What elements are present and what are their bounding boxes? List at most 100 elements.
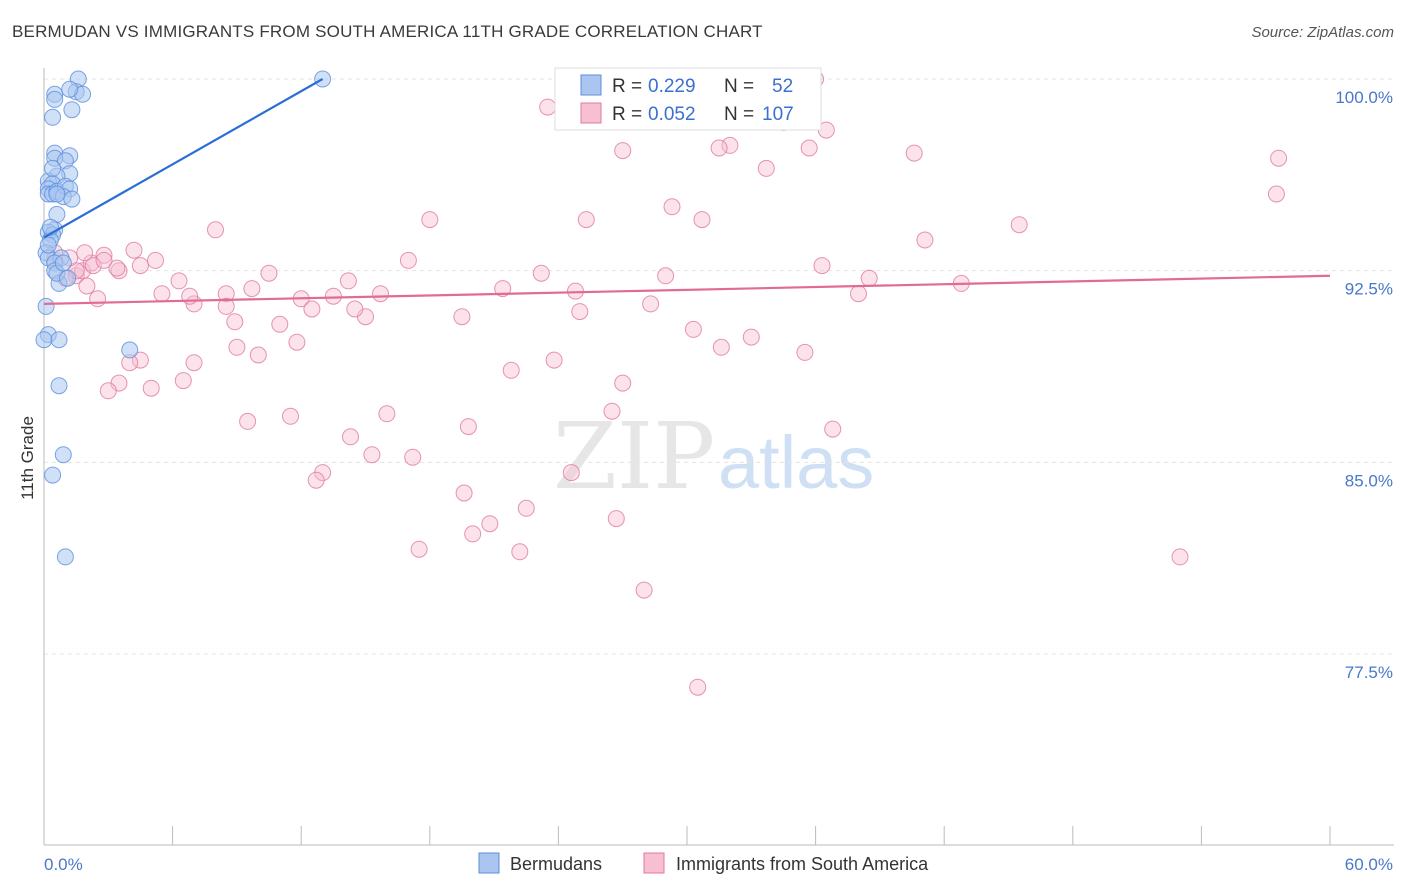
immigrants-point-89 (239, 412, 257, 430)
series-immigrants-points (46, 70, 1288, 696)
immigrants-point-11 (905, 144, 923, 162)
stats-n-label-bermudans: N = (724, 76, 754, 97)
x-tick-max: 60.0% (1345, 855, 1393, 874)
immigrants-point-83 (95, 251, 113, 269)
legend-swatch-immigrants (643, 852, 665, 874)
stats-n-value-bermudans: 52 (772, 76, 793, 97)
immigrants-point-96 (464, 525, 482, 543)
bermudans-point-50 (44, 159, 62, 177)
immigrants-point-69 (142, 379, 160, 397)
immigrants-point-14 (1270, 149, 1288, 167)
stats-n-label-immigrants: N = (724, 104, 754, 125)
immigrants-point-100 (689, 678, 707, 696)
bermudans-point-23 (63, 190, 81, 208)
chart-title: BERMUDAN VS IMMIGRANTS FROM SOUTH AMERIC… (12, 22, 763, 41)
immigrants-point-101 (455, 484, 473, 502)
bermudans-point-41 (121, 341, 139, 359)
legend-swatch-bermudans (478, 852, 500, 874)
bermudans-trend-line (43, 78, 324, 239)
stats-r-label-bermudans: R = (612, 76, 642, 97)
immigrants-point-47 (850, 285, 867, 303)
immigrants-point-45 (742, 328, 760, 346)
stats-r-value-immigrants: 0.052 (648, 104, 696, 125)
immigrants-point-73 (99, 382, 117, 400)
stats-r-value-bermudans: 0.229 (648, 76, 696, 97)
immigrants-point-88 (226, 313, 244, 331)
y-tick-label-1: 92.5% (1345, 280, 1393, 299)
immigrants-point-15 (1267, 185, 1285, 203)
immigrants-point-62 (288, 333, 306, 351)
bermudans-point-39 (50, 331, 68, 349)
bermudans-point-24 (48, 185, 66, 203)
immigrants-point-13 (1171, 548, 1189, 566)
immigrants-point-86 (147, 251, 164, 269)
immigrants-point-37 (372, 285, 389, 303)
immigrants-point-64 (249, 346, 267, 364)
immigrants-point-9 (710, 139, 728, 157)
immigrants-point-65 (228, 338, 246, 356)
immigrants-point-4 (800, 139, 818, 157)
legend-label-immigrants: Immigrants from South America (676, 854, 929, 874)
immigrants-point-66 (217, 297, 235, 315)
immigrants-point-7 (614, 142, 632, 160)
y-tick-labels: 100.0% 92.5% 85.0% 77.5% (1335, 88, 1393, 682)
immigrants-point-56 (502, 361, 520, 379)
immigrants-point-26 (95, 246, 113, 264)
immigrants-point-16 (824, 420, 842, 438)
immigrants-point-39 (494, 280, 512, 298)
immigrants-point-18 (577, 211, 595, 229)
immigrants-point-97 (517, 499, 535, 517)
immigrants-point-61 (303, 300, 321, 318)
immigrants-point-63 (271, 315, 289, 333)
y-axis-label: 11th Grade (18, 416, 37, 500)
immigrants-point-42 (642, 295, 660, 313)
immigrants-point-67 (185, 354, 203, 372)
y-tick-label-2: 85.0% (1345, 471, 1393, 490)
immigrants-point-55 (545, 351, 563, 369)
immigrants-point-105 (481, 515, 499, 533)
legend: Bermudans Immigrants from South America (478, 852, 929, 874)
immigrants-point-2 (721, 136, 739, 154)
bermudans-point-5 (46, 90, 64, 108)
immigrants-point-75 (78, 277, 96, 295)
stats-swatch-immigrants (580, 102, 602, 124)
immigrants-point-68 (174, 372, 192, 390)
immigrants-point-106 (511, 543, 529, 561)
immigrants-point-102 (307, 471, 325, 489)
immigrants-point-21 (453, 308, 471, 326)
bermudans-point-4 (61, 80, 79, 98)
immigrants-point-25 (82, 254, 100, 272)
immigrants-point-54 (571, 303, 589, 321)
immigrants-point-91 (363, 446, 381, 464)
immigrants-point-28 (131, 257, 149, 275)
immigrants-point-20 (693, 211, 711, 229)
immigrants-point-50 (813, 257, 831, 275)
immigrants-point-60 (324, 287, 342, 305)
immigrants-point-44 (712, 338, 730, 356)
immigrants-point-32 (217, 285, 235, 303)
immigrants-point-82 (108, 259, 126, 277)
immigrants-point-81 (84, 257, 102, 275)
immigrants-point-8 (663, 198, 681, 216)
immigrants-point-93 (282, 407, 299, 425)
immigrants-point-12 (1010, 216, 1028, 234)
legend-label-bermudans: Bermudans (510, 854, 602, 874)
immigrants-point-53 (603, 402, 621, 420)
y-tick-label-3: 77.5% (1345, 663, 1393, 682)
immigrants-point-22 (207, 221, 224, 239)
immigrants-point-104 (562, 464, 580, 482)
stats-n-value-immigrants: 107 (762, 104, 794, 125)
immigrants-point-0 (539, 98, 557, 116)
immigrants-point-52 (614, 374, 632, 392)
x-tick-min: 0.0% (44, 855, 83, 874)
bermudans-point-42 (44, 466, 62, 484)
immigrants-point-57 (459, 418, 477, 436)
immigrants-point-90 (342, 428, 359, 446)
immigrants-point-38 (399, 251, 417, 269)
immigrants-point-99 (635, 581, 653, 599)
immigrants-point-40 (532, 264, 550, 282)
immigrants-point-95 (410, 540, 428, 558)
y-tick-label-0: 100.0% (1335, 88, 1393, 107)
immigrants-point-17 (421, 211, 439, 229)
immigrants-point-49 (916, 231, 934, 249)
